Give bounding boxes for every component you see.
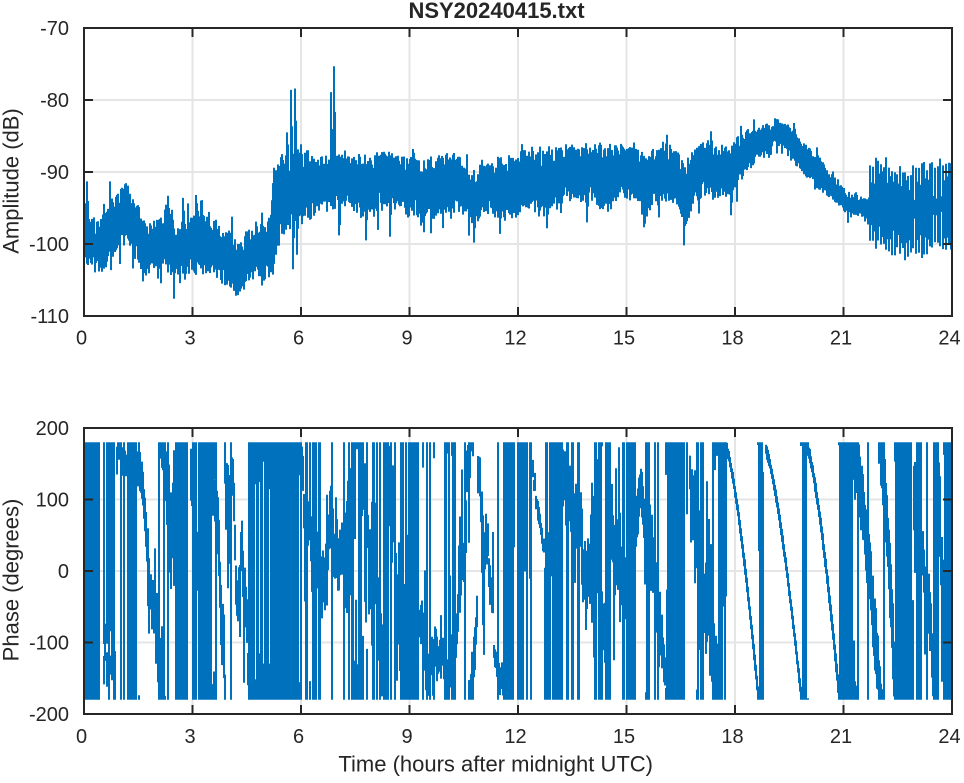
svg-text:12: 12 (504, 328, 526, 350)
svg-text:24: 24 (938, 328, 960, 350)
svg-text:-90: -90 (40, 162, 69, 184)
svg-text:NSY20240415.txt: NSY20240415.txt (408, 0, 585, 23)
svg-text:15: 15 (613, 328, 635, 350)
svg-text:24: 24 (938, 726, 960, 748)
svg-text:-110: -110 (30, 306, 69, 328)
svg-text:Phase (degrees): Phase (degrees) (0, 499, 24, 662)
svg-text:6: 6 (293, 328, 304, 350)
svg-text:21: 21 (830, 328, 852, 350)
svg-text:21: 21 (830, 726, 852, 748)
svg-text:Time (hours after midnight UTC: Time (hours after midnight UTC) (338, 752, 653, 777)
svg-text:9: 9 (401, 328, 412, 350)
svg-text:Amplitude (dB): Amplitude (dB) (0, 108, 24, 254)
svg-text:9: 9 (401, 726, 412, 748)
svg-text:18: 18 (721, 726, 743, 748)
svg-text:12: 12 (504, 726, 526, 748)
svg-text:-200: -200 (29, 704, 69, 726)
svg-text:-80: -80 (40, 90, 69, 112)
svg-text:-100: -100 (29, 234, 69, 256)
svg-text:6: 6 (293, 726, 304, 748)
svg-text:-100: -100 (29, 633, 69, 655)
svg-text:0: 0 (58, 561, 69, 583)
svg-text:100: 100 (36, 490, 69, 512)
svg-text:18: 18 (721, 328, 743, 350)
svg-text:200: 200 (36, 418, 69, 440)
svg-text:0: 0 (76, 328, 87, 350)
svg-text:3: 3 (184, 328, 195, 350)
svg-text:0: 0 (76, 726, 87, 748)
svg-text:3: 3 (184, 726, 195, 748)
svg-text:-70: -70 (40, 18, 69, 40)
svg-text:15: 15 (613, 726, 635, 748)
